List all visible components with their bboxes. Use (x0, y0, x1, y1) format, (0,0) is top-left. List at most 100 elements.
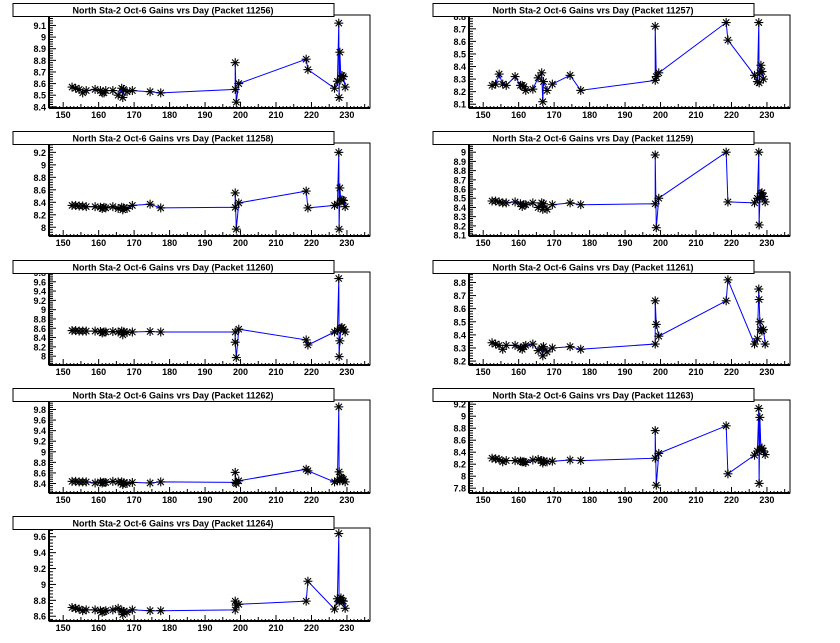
marker-stroke (548, 344, 556, 352)
y-tick-label: 8.4 (453, 62, 466, 72)
marker-stroke (235, 199, 243, 207)
data-point-marker (576, 200, 586, 210)
marker-stroke (529, 199, 537, 207)
marker-stroke (231, 203, 239, 211)
x-tick-label: 180 (582, 367, 597, 377)
x-tick-label: 200 (653, 367, 668, 377)
data-point-marker (337, 195, 347, 205)
marker-stroke (157, 607, 165, 615)
series-line (71, 23, 346, 103)
x-tick-label: 220 (304, 110, 319, 120)
marker-stroke (577, 345, 585, 353)
marker-stroke (335, 225, 343, 233)
marker-stroke (652, 320, 660, 328)
data-point-marker (565, 198, 575, 208)
marker-stroke (146, 607, 154, 615)
y-tick-label: 8.2 (453, 87, 466, 97)
data-point-marker (521, 85, 531, 95)
data-point-marker (547, 456, 557, 466)
x-tick-label: 200 (653, 238, 668, 248)
data-point-marker (565, 342, 575, 352)
chart-title: North Sta-2 Oct-6 Gains vrs Day (Packet … (72, 134, 273, 144)
marker-stroke (330, 84, 339, 92)
y-tick-label: 8.2 (453, 221, 466, 231)
data-point-marker (303, 65, 313, 75)
data-point-marker (650, 296, 660, 306)
y-tick-label: 8.6 (453, 37, 466, 47)
data-point-marker (565, 455, 575, 465)
marker-stroke (82, 478, 90, 486)
x-tick-label: 230 (759, 367, 774, 377)
data-point-marker (654, 331, 664, 341)
series-line (492, 151, 766, 228)
x-tick-label: 220 (724, 367, 739, 377)
y-tick-label: 8.6 (453, 304, 466, 314)
data-point-marker (127, 477, 137, 487)
data-point-marker (81, 477, 91, 487)
marker-stroke (651, 427, 659, 435)
y-tick-label: 8.4 (453, 330, 466, 340)
data-point-marker (301, 596, 311, 606)
data-point-marker (650, 453, 660, 463)
marker-stroke (79, 202, 87, 210)
marker-stroke (534, 74, 542, 82)
marker-stroke (341, 478, 349, 486)
marker-stroke (231, 338, 239, 346)
marker-stroke (72, 604, 80, 612)
marker-stroke (123, 479, 131, 488)
marker-stroke (499, 80, 507, 88)
y-tick-label: 8.8 (33, 458, 46, 468)
marker-stroke (82, 87, 90, 95)
y-tick-label: 8.6 (453, 185, 466, 195)
marker-stroke (102, 328, 110, 336)
marker-stroke (75, 605, 83, 613)
marker-stroke (123, 88, 131, 96)
x-tick-label: 180 (162, 495, 177, 505)
data-point-marker (565, 70, 575, 80)
data-point-marker (754, 220, 764, 230)
data-point-marker (101, 606, 111, 616)
data-point-marker (521, 340, 531, 350)
marker-stroke (566, 456, 574, 464)
y-tick-label: 9.2 (33, 296, 46, 306)
data-point-marker (758, 325, 768, 335)
x-tick-label: 180 (162, 238, 177, 248)
marker-stroke (543, 458, 551, 466)
x-tick-label: 220 (724, 110, 739, 120)
y-tick-label: 9.2 (33, 437, 46, 447)
data-point-marker (338, 195, 348, 205)
x-tick-label: 170 (127, 238, 142, 248)
marker-stroke (755, 295, 763, 304)
data-point-marker (651, 480, 661, 490)
marker-stroke (336, 337, 344, 345)
data-point-marker (754, 284, 764, 294)
plot-frame (48, 271, 371, 366)
x-tick-label: 210 (268, 495, 283, 505)
x-tick-label: 220 (304, 623, 319, 633)
data-point-marker (538, 342, 548, 352)
x-tick-label: 170 (547, 238, 562, 248)
y-tick-label: 8.3 (453, 343, 466, 353)
data-point-marker (303, 340, 313, 350)
data-point-marker (501, 198, 511, 208)
marker-stroke (539, 457, 548, 465)
marker-stroke (539, 98, 547, 106)
x-tick-label: 160 (91, 367, 106, 377)
y-tick-label: 9.2 (453, 400, 466, 410)
data-point-marker (650, 199, 660, 209)
data-point-marker (528, 339, 538, 349)
x-tick-label: 160 (91, 238, 106, 248)
data-point-marker (760, 450, 770, 460)
data-point-marker (542, 85, 552, 95)
y-tick-label: 8.4 (33, 198, 46, 208)
data-point-marker (547, 79, 557, 89)
data-point-marker (81, 86, 91, 96)
x-tick-label: 210 (268, 623, 283, 633)
chart-panel: 150 160 170 180 190 200 210 220 230 88.28.48.68.8… (12, 260, 371, 377)
y-tick-label: 9.6 (33, 532, 46, 542)
data-point-marker (230, 337, 240, 347)
y-tick-label: 8.3 (453, 212, 466, 222)
data-point-marker (156, 606, 166, 616)
marker-stroke (502, 341, 510, 349)
y-tick-label: 8.8 (33, 596, 46, 606)
